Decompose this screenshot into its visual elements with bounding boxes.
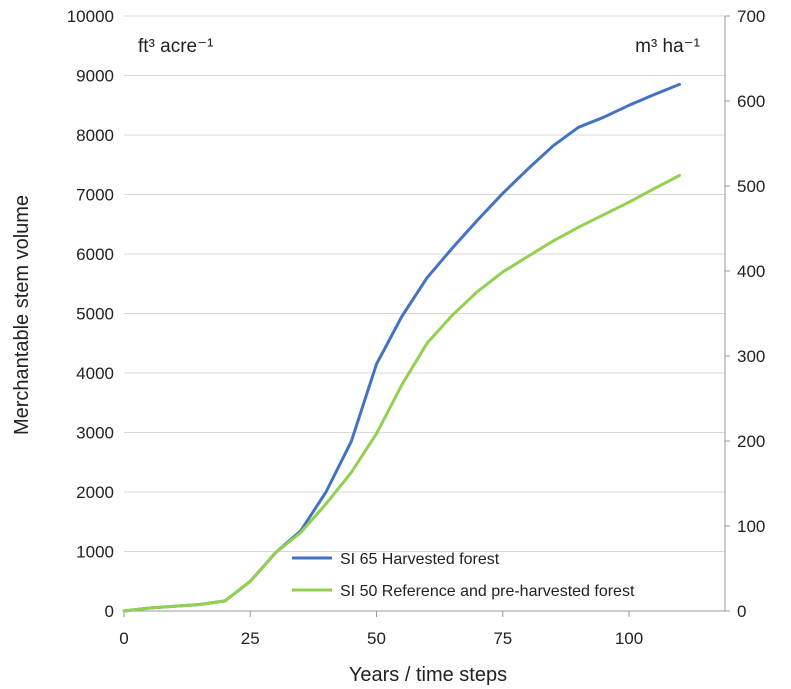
y2-tick-label: 0 xyxy=(737,602,746,621)
legend-label-si65: SI 65 Harvested forest xyxy=(340,551,500,568)
axes xyxy=(124,16,726,612)
y-tick-label: 1000 xyxy=(76,543,114,562)
x-axis-title: Years / time steps xyxy=(349,664,507,686)
y2-tick-label: 400 xyxy=(737,262,765,281)
series-line-1 xyxy=(122,174,681,613)
legend: SI 65 Harvested forest SI 50 Reference a… xyxy=(292,551,635,600)
right-y-axis-ticks: 0 100 200 300 400 500 600 700 xyxy=(725,7,765,621)
y2-tick-label: 500 xyxy=(737,177,765,196)
series-line-0 xyxy=(122,82,681,613)
y-tick-label: 9000 xyxy=(76,67,114,86)
gridlines xyxy=(124,15,725,552)
y-tick-label: 2000 xyxy=(76,483,114,502)
y-tick-label: 7000 xyxy=(76,186,114,205)
y2-tick-label: 300 xyxy=(737,347,765,366)
y2-tick-label: 200 xyxy=(737,432,765,451)
y2-tick-label: 100 xyxy=(737,517,765,536)
left-unit-label: ft³ acre⁻¹ xyxy=(138,36,213,57)
y2-tick-label: 700 xyxy=(737,7,765,26)
x-axis-ticks: 0 25 50 75 100 xyxy=(119,611,643,648)
y-tick-label: 8000 xyxy=(76,126,114,145)
series-lines xyxy=(122,82,681,613)
right-unit-label: m³ ha⁻¹ xyxy=(635,36,700,57)
x-tick-label: 25 xyxy=(241,629,260,648)
legend-label-si50: SI 50 Reference and pre-harvested forest xyxy=(340,583,635,600)
left-y-axis-ticks: 0 1000 2000 3000 4000 5000 6000 7000 8000 9000 100… xyxy=(67,7,114,621)
y-tick-label: 0 xyxy=(105,602,114,621)
y2-tick-label: 600 xyxy=(737,92,765,111)
y-tick-label: 3000 xyxy=(76,424,114,443)
x-tick-label: 0 xyxy=(119,629,128,648)
y-tick-label: 4000 xyxy=(76,364,114,383)
x-tick-label: 75 xyxy=(493,629,512,648)
y-axis-title: Merchantable stem volume xyxy=(11,195,33,435)
x-tick-label: 100 xyxy=(615,629,643,648)
y-tick-label: 6000 xyxy=(76,245,114,264)
y-tick-label: 10000 xyxy=(67,7,114,26)
y-tick-label: 5000 xyxy=(76,305,114,324)
x-tick-label: 50 xyxy=(367,629,386,648)
